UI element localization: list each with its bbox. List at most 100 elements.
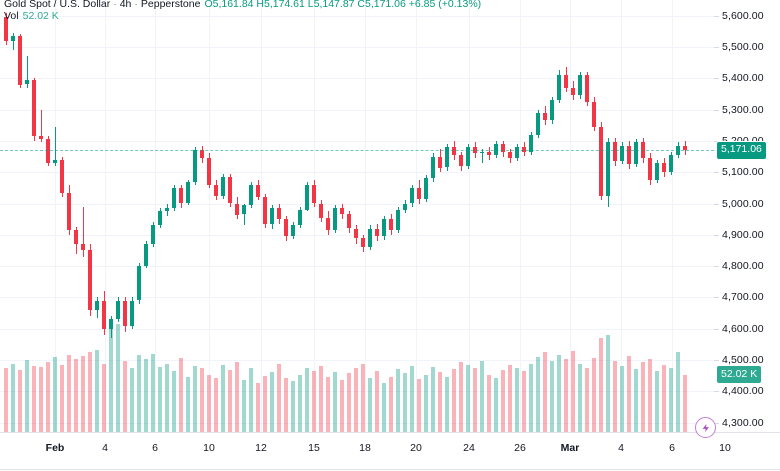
time-tick-label: 10: [203, 442, 215, 454]
price-tick-label: 4,800.00: [722, 260, 764, 273]
time-tick-label: Mar: [560, 442, 580, 454]
candle-body: [354, 228, 358, 238]
volume-bar: [620, 365, 624, 432]
candle-body: [466, 147, 470, 166]
candle-body: [438, 156, 442, 168]
candle-body: [284, 219, 288, 237]
last-price-line: [0, 149, 714, 151]
candle-body: [207, 158, 211, 185]
volume-bar: [270, 372, 274, 432]
volume-bar: [158, 366, 162, 432]
volume-bar: [144, 359, 148, 432]
volume-bar: [25, 360, 29, 432]
price-tick-label: 5,600.00: [722, 9, 764, 22]
candle-body: [543, 112, 547, 121]
volume-bar: [46, 362, 50, 432]
price-tick-mark: [714, 266, 719, 268]
legend-volume-row: Vol 52.02 K: [4, 10, 564, 22]
volume-bar: [305, 367, 309, 432]
candle-body: [494, 144, 498, 155]
volume-bar: [599, 338, 603, 432]
candle-body: [130, 300, 134, 326]
volume-bar: [137, 354, 141, 432]
candle-body: [578, 75, 582, 96]
candle-body: [144, 244, 148, 267]
candle-body: [53, 159, 57, 163]
legend-interval[interactable]: 4h: [119, 0, 132, 10]
volume-bar: [606, 334, 610, 432]
candle-body: [564, 75, 568, 88]
candle-wick: [13, 32, 14, 51]
volume-bar: [74, 359, 78, 432]
volume-bar: [193, 365, 197, 432]
time-tick-label: 26: [514, 442, 526, 454]
volume-bar: [347, 373, 351, 432]
price-plot-area[interactable]: [0, 0, 714, 432]
candle-body: [655, 162, 659, 180]
lightning-icon[interactable]: [695, 417, 716, 438]
candle-body: [606, 142, 610, 196]
candle-body: [60, 159, 64, 193]
candle-body: [536, 112, 540, 135]
volume-bar: [669, 367, 673, 432]
candle-body: [165, 208, 169, 212]
volume-bar: [473, 367, 477, 432]
candle-body: [179, 187, 183, 204]
time-tick-label: 12: [255, 442, 267, 454]
volume-bar: [263, 375, 267, 432]
volume-bar: [613, 361, 617, 432]
volume-bar: [81, 355, 85, 432]
candle-body: [669, 155, 673, 173]
candle-body: [25, 79, 29, 85]
candle-body: [445, 147, 449, 168]
gridline-horizontal: [0, 422, 714, 424]
volume-bar: [95, 350, 99, 432]
candle-body: [186, 181, 190, 204]
gridline-vertical: [365, 0, 366, 432]
volume-bar: [438, 372, 442, 432]
volume-bar: [67, 354, 71, 432]
time-axis[interactable]: Feb 4 6 10 12 15 18 20 24 26 Mar 4 6 10: [0, 432, 780, 471]
volume-bar: [298, 374, 302, 432]
legend-symbol[interactable]: Gold Spot / U.S. Dollar: [4, 0, 111, 10]
gridline-vertical: [55, 0, 56, 432]
volume-bar: [200, 367, 204, 432]
gridline-horizontal: [0, 360, 714, 361]
volume-bar: [487, 374, 491, 432]
candle-body: [81, 244, 85, 251]
gridline-vertical: [314, 0, 315, 432]
volume-bar: [319, 365, 323, 432]
candle-body: [256, 184, 260, 198]
candle-body: [46, 139, 50, 163]
candle-body: [627, 145, 631, 165]
volume-bar: [123, 361, 127, 432]
volume-bar: [585, 367, 589, 432]
price-tick-mark: [714, 234, 719, 236]
gridline-horizontal: [0, 109, 714, 111]
time-tick-label: 18: [359, 442, 371, 454]
candle-body: [242, 205, 246, 215]
candle-body: [515, 147, 519, 159]
volume-bar: [18, 370, 22, 432]
volume-bar: [228, 370, 232, 432]
gridline-vertical: [155, 0, 156, 432]
price-tick-label: 4,600.00: [722, 322, 764, 335]
price-tick-mark: [714, 328, 719, 330]
volume-bar: [641, 362, 645, 432]
time-tick-label: 24: [463, 442, 475, 454]
volume-bar: [522, 371, 526, 432]
candle-body: [382, 219, 386, 237]
candle-body: [529, 134, 533, 152]
candle-body: [109, 319, 113, 329]
volume-bar: [634, 369, 638, 432]
gridline-horizontal: [0, 172, 714, 174]
volume-bar: [382, 383, 386, 432]
volume-bar: [578, 363, 582, 432]
volume-bar: [291, 381, 295, 432]
volume-bar: [11, 363, 15, 432]
candle-body: [67, 192, 71, 231]
price-tick-label: 5,400.00: [722, 72, 764, 85]
legend-exchange[interactable]: Pepperstone: [140, 0, 201, 10]
price-axis[interactable]: 5,600.00 5,500.00 5,400.00 5,300.00 5,200.00…: [714, 0, 780, 432]
